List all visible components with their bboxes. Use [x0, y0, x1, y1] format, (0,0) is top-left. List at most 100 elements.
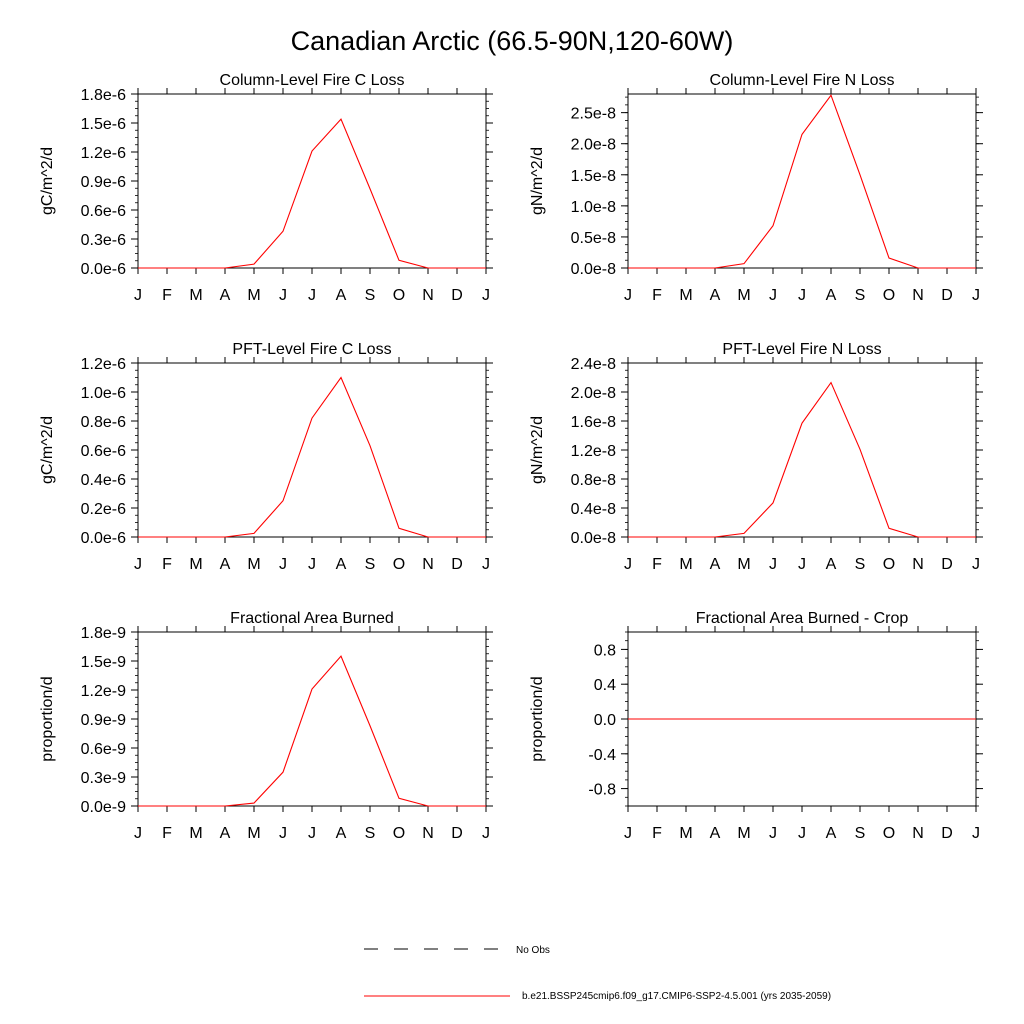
- x-tick-label: N: [912, 287, 924, 304]
- y-tick-label: 0.9e-6: [81, 174, 126, 191]
- series-line: [628, 381, 976, 538]
- x-tick-label: O: [883, 825, 895, 842]
- y-axis-label: proportion/d: [39, 676, 56, 761]
- x-tick-label: J: [624, 825, 632, 842]
- x-tick-label: A: [710, 556, 721, 573]
- y-tick-label: 0.2e-6: [81, 501, 126, 518]
- y-tick-label: 0.4e-8: [571, 501, 616, 518]
- y-axis-label: gN/m^2/d: [529, 416, 546, 484]
- x-tick-label: A: [220, 287, 231, 304]
- x-tick-label: O: [883, 287, 895, 304]
- x-tick-label: A: [336, 287, 347, 304]
- x-tick-label: J: [482, 556, 490, 573]
- x-tick-label: D: [941, 287, 953, 304]
- x-tick-label: F: [652, 825, 662, 842]
- chart-title: Column-Level Fire C Loss: [220, 72, 405, 89]
- y-tick-label: 1.2e-8: [571, 443, 616, 460]
- x-tick-label: S: [365, 556, 376, 573]
- x-tick-label: A: [826, 287, 837, 304]
- y-tick-label: 0.3e-9: [81, 770, 126, 787]
- x-tick-label: M: [679, 556, 692, 573]
- x-tick-label: M: [247, 556, 260, 573]
- x-tick-label: J: [482, 825, 490, 842]
- y-tick-label: 0.0e-6: [81, 530, 126, 547]
- x-tick-label: J: [769, 287, 777, 304]
- y-tick-label: 1.5e-6: [81, 116, 126, 133]
- x-tick-label: D: [941, 556, 953, 573]
- x-tick-label: J: [798, 825, 806, 842]
- x-tick-label: J: [279, 556, 287, 573]
- y-tick-label: 0.8: [594, 642, 616, 659]
- plot-frame: [137, 631, 487, 807]
- y-tick-label: 1.0e-8: [571, 199, 616, 216]
- x-tick-label: M: [737, 287, 750, 304]
- x-tick-label: D: [941, 825, 953, 842]
- legend-obs-label: No Obs: [516, 945, 550, 956]
- chart-title: PFT-Level Fire N Loss: [722, 341, 881, 358]
- y-tick-label: 1.5e-8: [571, 168, 616, 185]
- y-tick-label: 1.8e-6: [81, 87, 126, 104]
- x-tick-label: N: [912, 825, 924, 842]
- y-tick-label: 1.6e-8: [571, 414, 616, 431]
- x-tick-label: S: [855, 556, 866, 573]
- x-tick-label: N: [422, 287, 434, 304]
- x-tick-label: N: [912, 556, 924, 573]
- y-axis-label: gN/m^2/d: [529, 147, 546, 215]
- x-tick-label: D: [451, 825, 463, 842]
- x-tick-label: A: [826, 825, 837, 842]
- y-tick-label: 1.5e-9: [81, 654, 126, 671]
- x-tick-label: S: [855, 287, 866, 304]
- x-tick-label: J: [482, 287, 490, 304]
- y-tick-label: 0.6e-6: [81, 443, 126, 460]
- x-tick-label: J: [798, 287, 806, 304]
- chart-title: Fractional Area Burned: [230, 610, 394, 627]
- x-tick-label: F: [162, 287, 172, 304]
- y-tick-label: 0.0e-8: [571, 261, 616, 278]
- series-line: [138, 376, 486, 538]
- y-tick-label: 1.2e-6: [81, 145, 126, 162]
- x-tick-label: O: [393, 825, 405, 842]
- x-tick-label: F: [652, 287, 662, 304]
- x-tick-label: J: [134, 287, 142, 304]
- y-tick-label: -0.8: [588, 782, 616, 799]
- x-tick-label: J: [624, 556, 632, 573]
- y-axis-label: proportion/d: [529, 676, 546, 761]
- y-tick-label: 1.2e-6: [81, 356, 126, 373]
- chart-panel: Fractional Area Burned - Crop proportion/…: [529, 610, 983, 842]
- y-tick-label: 0.4e-6: [81, 472, 126, 489]
- x-tick-label: A: [336, 556, 347, 573]
- y-axis-label: gC/m^2/d: [39, 147, 56, 215]
- x-tick-label: O: [393, 556, 405, 573]
- series-line: [628, 94, 976, 269]
- x-tick-label: J: [134, 825, 142, 842]
- y-tick-label: 0.0e-6: [81, 261, 126, 278]
- y-axis-label: gC/m^2/d: [39, 416, 56, 484]
- y-tick-label: 0.3e-6: [81, 232, 126, 249]
- x-tick-label: J: [972, 287, 980, 304]
- x-tick-label: J: [308, 287, 316, 304]
- x-tick-label: M: [189, 556, 202, 573]
- x-tick-label: A: [826, 556, 837, 573]
- chart-title: Fractional Area Burned - Crop: [696, 610, 909, 627]
- x-tick-label: J: [972, 825, 980, 842]
- y-tick-label: 0.6e-6: [81, 203, 126, 220]
- x-tick-label: D: [451, 556, 463, 573]
- x-tick-label: M: [679, 825, 692, 842]
- chart-title: PFT-Level Fire C Loss: [232, 341, 391, 358]
- x-tick-label: N: [422, 556, 434, 573]
- x-tick-label: A: [220, 556, 231, 573]
- y-tick-label: 0.8e-6: [81, 414, 126, 431]
- x-tick-label: S: [365, 825, 376, 842]
- x-tick-label: J: [134, 556, 142, 573]
- x-tick-label: J: [769, 825, 777, 842]
- x-tick-label: M: [737, 825, 750, 842]
- x-tick-label: O: [883, 556, 895, 573]
- legend: No Obs b.e21.BSSP245cmip6.f09_g17.CMIP6-…: [364, 945, 831, 1002]
- x-tick-label: J: [798, 556, 806, 573]
- x-tick-label: J: [972, 556, 980, 573]
- y-tick-label: 2.5e-8: [571, 106, 616, 123]
